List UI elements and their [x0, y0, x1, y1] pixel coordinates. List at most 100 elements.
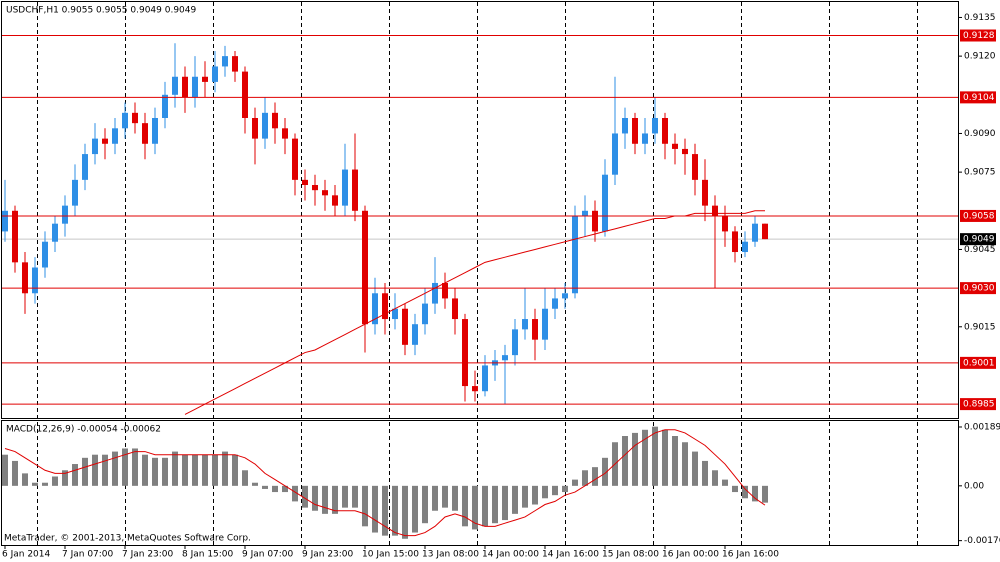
histogram-bar: [582, 470, 588, 486]
histogram-bar: [692, 451, 698, 486]
candle-body: [662, 117, 668, 144]
histogram-bar: [682, 442, 688, 486]
candle-body: [522, 319, 528, 330]
histogram-bar: [292, 485, 298, 502]
histogram-bar: [602, 457, 608, 486]
candle-body: [552, 298, 558, 309]
candle-body: [342, 169, 348, 206]
x-tick-label: 14 Jan 00:00: [482, 550, 539, 560]
histogram-bar: [352, 485, 358, 508]
histogram-bar: [382, 485, 388, 536]
level-label-box: [960, 282, 996, 295]
histogram-bar: [302, 485, 308, 508]
candle-body: [392, 308, 398, 320]
candle-body: [162, 94, 168, 118]
histogram-bar: [732, 485, 738, 493]
candle-body: [472, 386, 478, 392]
level-label-box: [960, 209, 996, 222]
candle-body: [112, 128, 118, 144]
candle-body: [422, 303, 428, 325]
y-tick-label: 0.9090: [964, 129, 996, 139]
histogram-bar: [342, 485, 348, 508]
candle-body: [152, 117, 158, 144]
histogram-bar: [202, 454, 208, 486]
level-label-box: [960, 356, 996, 369]
candle-body: [142, 123, 148, 144]
histogram-bar: [412, 485, 418, 533]
candle-body: [102, 138, 108, 144]
candle-body: [532, 319, 538, 340]
level-label: 0.9001: [963, 358, 995, 368]
histogram-bar: [512, 485, 518, 514]
histogram-bar: [642, 429, 648, 486]
y-tick-label: 0.00189: [964, 422, 1000, 432]
candle-body: [632, 117, 638, 144]
candle-body: [482, 365, 488, 392]
histogram-bar: [392, 485, 398, 536]
candle-body: [622, 117, 628, 134]
histogram-bar: [572, 479, 578, 486]
histogram-bar: [482, 485, 488, 527]
histogram-bar: [532, 485, 538, 505]
histogram-bar: [712, 470, 718, 486]
histogram-bar: [562, 485, 568, 493]
level-label: 0.9128: [963, 31, 995, 41]
histogram-bar: [362, 485, 368, 527]
candle-body: [92, 138, 98, 155]
level-label-box: [960, 91, 996, 104]
histogram-bar: [372, 485, 378, 533]
histogram-bar: [332, 485, 338, 514]
histogram-bar: [2, 454, 8, 486]
histogram-bar: [492, 485, 498, 524]
candle-body: [192, 76, 198, 98]
candle-body: [352, 169, 358, 211]
histogram-bar: [472, 485, 478, 530]
x-tick-label: 9 Jan 23:00: [302, 550, 354, 560]
x-tick-label: 7 Jan 07:00: [62, 550, 114, 560]
signal-line: [4, 429, 766, 537]
candle-body: [432, 282, 438, 304]
level-label: 0.9030: [963, 284, 995, 294]
histogram-bar: [172, 451, 178, 486]
candle-body: [702, 179, 708, 206]
x-tick-label: 6 Jan 2014: [2, 550, 50, 560]
candle-body: [212, 66, 218, 82]
candle-body: [562, 293, 568, 299]
histogram-bar: [32, 482, 38, 486]
y-tick-label: 0.00: [964, 481, 984, 491]
histogram-bar: [762, 485, 768, 503]
level-label-box: [960, 29, 996, 42]
histogram-bar: [142, 454, 148, 486]
y-tick-label: 0.9120: [964, 52, 996, 62]
histogram-bar: [322, 485, 328, 514]
histogram-bar: [212, 454, 218, 486]
histogram-bar: [262, 485, 268, 489]
candle-body: [242, 71, 248, 118]
x-tick-label: 15 Jan 08:00: [602, 550, 659, 560]
histogram-bar: [82, 457, 88, 486]
histogram-bar: [552, 485, 558, 496]
x-tick-label: 16 Jan 16:00: [722, 550, 779, 560]
histogram-bar: [162, 457, 168, 486]
candle-body: [32, 267, 38, 294]
histogram-bar: [182, 454, 188, 486]
histogram-bar: [92, 454, 98, 486]
candle-body: [612, 133, 618, 175]
chart-title: USDCHF,H1 0.9055 0.9055 0.9049 0.9049: [6, 6, 196, 16]
x-tick-label: 13 Jan 08:00: [422, 550, 479, 560]
candle-body: [52, 223, 58, 242]
candle-body: [652, 117, 658, 134]
histogram-bar: [422, 485, 428, 524]
y-tick-label: 0.9075: [964, 168, 996, 178]
histogram-bar: [662, 429, 668, 486]
last-price-box: [960, 233, 996, 246]
candle-body: [172, 76, 178, 95]
histogram-bar: [442, 485, 448, 508]
histogram-bar: [402, 485, 408, 539]
histogram-bar: [112, 451, 118, 486]
level-label: 0.9058: [963, 211, 995, 221]
candle-body: [72, 179, 78, 206]
histogram-bar: [432, 485, 438, 511]
